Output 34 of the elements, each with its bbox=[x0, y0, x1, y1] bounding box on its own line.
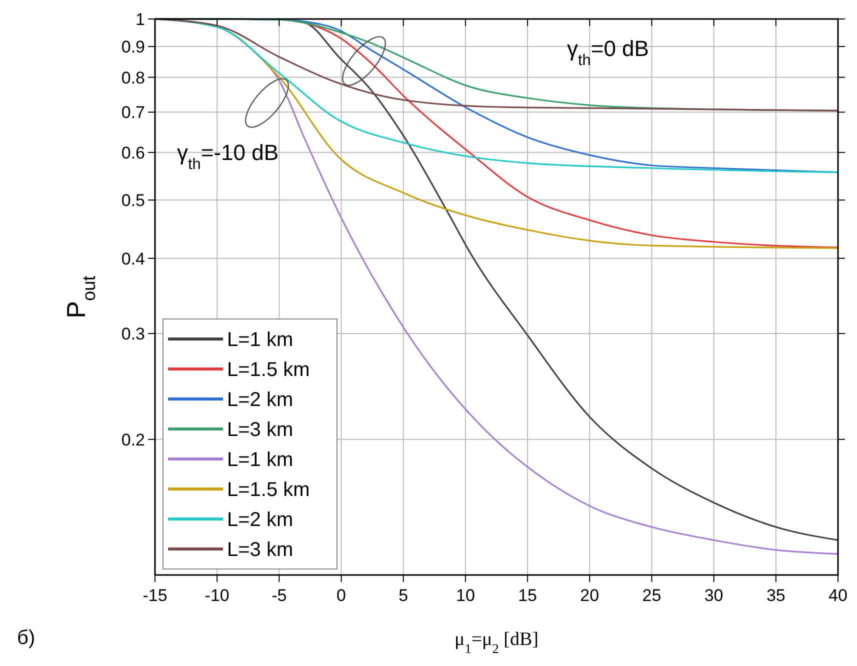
x-tick-label: -5 bbox=[272, 586, 287, 605]
y-tick-label: 0.3 bbox=[121, 324, 145, 344]
x-tick-label: -15 bbox=[142, 586, 168, 605]
y-tick-label: 0.5 bbox=[121, 191, 145, 210]
legend-label: L=1 km bbox=[227, 329, 294, 351]
x-tick-label: -10 bbox=[204, 586, 230, 605]
legend-label: L=3 km bbox=[227, 419, 294, 441]
y-tick-label: 1 bbox=[136, 10, 145, 29]
legend-label: L=2 km bbox=[227, 389, 294, 411]
x-tick-label: 25 bbox=[642, 586, 662, 605]
y-tick-label: 0.2 bbox=[121, 430, 145, 450]
annotation: γ$_{th}$=0 dB bbox=[567, 36, 649, 68]
y-tick-label: 0.9 bbox=[121, 38, 145, 57]
x-tick-label: 15 bbox=[518, 586, 538, 605]
x-tick-label: 10 bbox=[456, 586, 475, 605]
legend-label: L=1 km bbox=[227, 449, 294, 471]
legend-label: L=1.5 km bbox=[227, 479, 310, 501]
x-tick-label: 40 bbox=[828, 586, 848, 605]
line-series bbox=[154, 18, 839, 112]
legend-label: L=1.5 km bbox=[227, 359, 310, 381]
x-axis-title: μ$_{1}$=μ$_{2}$ [dB] bbox=[454, 629, 538, 656]
x-tick-label: 35 bbox=[766, 586, 786, 605]
x-tick-label: 5 bbox=[398, 586, 408, 605]
legend-label: L=3 km bbox=[227, 539, 294, 561]
y-tick-label: 0.4 bbox=[121, 249, 145, 268]
annotation: γ$_{th}$=-10 dB bbox=[177, 140, 279, 172]
x-tick-label: 20 bbox=[580, 586, 600, 605]
y-tick-label: 0.6 bbox=[121, 143, 145, 162]
x-tick-label: 0 bbox=[336, 586, 346, 605]
text: б) bbox=[17, 627, 36, 649]
y-tick-label: 0.8 bbox=[121, 68, 145, 88]
y-tick-label: 0.7 bbox=[121, 103, 145, 122]
x-tick-label: 30 bbox=[704, 586, 724, 605]
legend-label: L=2 km bbox=[227, 509, 294, 531]
